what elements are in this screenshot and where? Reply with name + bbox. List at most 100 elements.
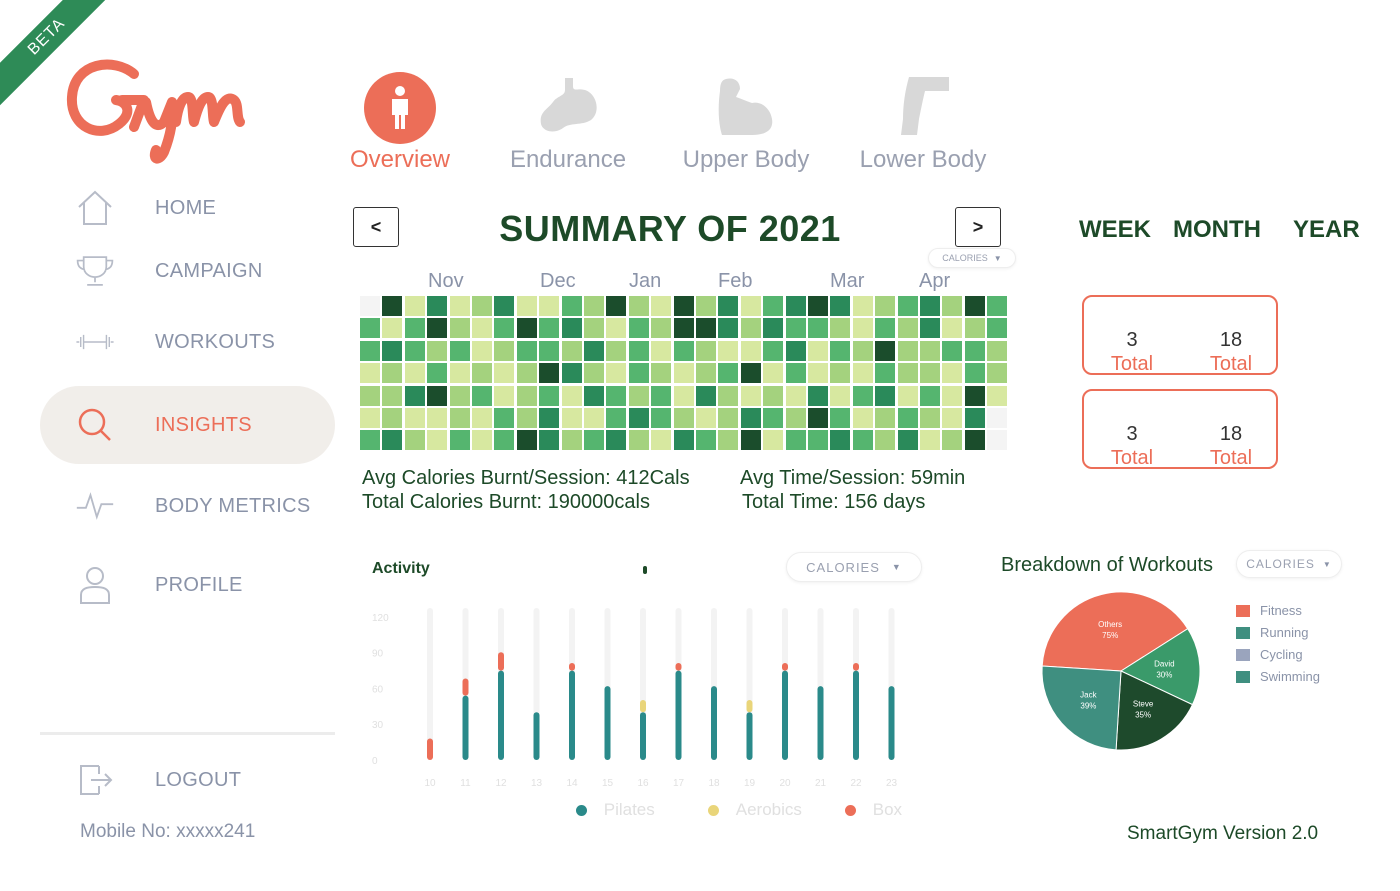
heatmap-cell[interactable]	[875, 296, 896, 316]
period-week[interactable]: WEEK	[1079, 216, 1151, 243]
heatmap-cell[interactable]	[763, 340, 784, 361]
heatmap-cell[interactable]	[785, 363, 806, 384]
heatmap-cell[interactable]	[718, 296, 739, 316]
heatmap-cell[interactable]	[651, 318, 672, 339]
heatmap-cell[interactable]	[808, 408, 828, 428]
heatmap-cell[interactable]	[427, 408, 448, 428]
heatmap-cell[interactable]	[942, 363, 963, 384]
tab-overview[interactable]: Overview	[310, 72, 490, 182]
heatmap-cell[interactable]	[808, 318, 828, 339]
heatmap-cell[interactable]	[561, 385, 582, 406]
heatmap-cell[interactable]	[987, 430, 1008, 451]
heatmap-cell[interactable]	[718, 340, 739, 361]
heatmap-cell[interactable]	[360, 318, 380, 339]
heatmap-cell[interactable]	[964, 296, 985, 316]
heatmap-cell[interactable]	[740, 296, 761, 316]
heatmap-cell[interactable]	[404, 363, 425, 384]
heatmap-cell[interactable]	[942, 340, 963, 361]
heatmap-cell[interactable]	[404, 385, 425, 406]
heatmap-cell[interactable]	[539, 296, 560, 316]
heatmap-cell[interactable]	[561, 363, 582, 384]
heatmap-cell[interactable]	[360, 408, 380, 428]
heatmap-cell[interactable]	[606, 363, 627, 384]
heatmap-cell[interactable]	[449, 408, 470, 428]
heatmap-cell[interactable]	[897, 385, 918, 406]
heatmap-cell[interactable]	[920, 296, 940, 316]
heatmap-cell[interactable]	[964, 318, 985, 339]
heatmap-cell[interactable]	[808, 363, 828, 384]
heatmap-cell[interactable]	[494, 363, 515, 384]
heatmap-cell[interactable]	[740, 385, 761, 406]
heatmap-cell[interactable]	[360, 430, 380, 451]
heatmap-cell[interactable]	[404, 430, 425, 451]
heatmap-cell[interactable]	[718, 318, 739, 339]
heatmap-cell[interactable]	[382, 408, 403, 428]
heatmap-cell[interactable]	[584, 296, 604, 316]
heatmap-cell[interactable]	[584, 430, 604, 451]
heatmap-cell[interactable]	[539, 385, 560, 406]
heatmap-cell[interactable]	[628, 340, 649, 361]
heatmap-cell[interactable]	[987, 385, 1008, 406]
heatmap-cell[interactable]	[763, 385, 784, 406]
heatmap-cell[interactable]	[472, 340, 492, 361]
heatmap-cell[interactable]	[651, 340, 672, 361]
heatmap-cell[interactable]	[830, 318, 851, 339]
heatmap-cell[interactable]	[920, 318, 940, 339]
calories-dropdown-breakdown[interactable]: CALORIES ▼	[1236, 550, 1342, 578]
heatmap-cell[interactable]	[427, 363, 448, 384]
heatmap-cell[interactable]	[897, 340, 918, 361]
heatmap-cell[interactable]	[516, 363, 537, 384]
heatmap-cell[interactable]	[740, 430, 761, 451]
heatmap-cell[interactable]	[539, 430, 560, 451]
heatmap-cell[interactable]	[449, 318, 470, 339]
heatmap-cell[interactable]	[942, 430, 963, 451]
heatmap-cell[interactable]	[785, 318, 806, 339]
heatmap-cell[interactable]	[516, 340, 537, 361]
heatmap-cell[interactable]	[763, 296, 784, 316]
heatmap-cell[interactable]	[382, 296, 403, 316]
heatmap-cell[interactable]	[696, 340, 716, 361]
heatmap-cell[interactable]	[987, 296, 1008, 316]
heatmap-cell[interactable]	[808, 430, 828, 451]
heatmap-cell[interactable]	[404, 408, 425, 428]
heatmap-cell[interactable]	[808, 340, 828, 361]
logout-button[interactable]: LOGOUT	[40, 750, 335, 810]
heatmap-cell[interactable]	[360, 363, 380, 384]
heatmap-cell[interactable]	[516, 385, 537, 406]
period-year[interactable]: YEAR	[1293, 216, 1360, 243]
heatmap-cell[interactable]	[561, 340, 582, 361]
heatmap-cell[interactable]	[472, 385, 492, 406]
heatmap-cell[interactable]	[740, 408, 761, 428]
heatmap-cell[interactable]	[852, 385, 873, 406]
heatmap-cell[interactable]	[628, 363, 649, 384]
heatmap-cell[interactable]	[964, 363, 985, 384]
heatmap-cell[interactable]	[740, 318, 761, 339]
heatmap-cell[interactable]	[875, 340, 896, 361]
heatmap-cell[interactable]	[875, 363, 896, 384]
heatmap-cell[interactable]	[404, 340, 425, 361]
heatmap-cell[interactable]	[539, 363, 560, 384]
heatmap-cell[interactable]	[651, 408, 672, 428]
heatmap-cell[interactable]	[897, 408, 918, 428]
heatmap-cell[interactable]	[516, 408, 537, 428]
heatmap-cell[interactable]	[964, 430, 985, 451]
heatmap-cell[interactable]	[449, 385, 470, 406]
heatmap-cell[interactable]	[785, 385, 806, 406]
sidebar-item-workouts[interactable]: WORKOUTS	[40, 312, 335, 372]
heatmap-cell[interactable]	[673, 430, 694, 451]
heatmap-cell[interactable]	[539, 318, 560, 339]
heatmap-cell[interactable]	[987, 363, 1008, 384]
heatmap-cell[interactable]	[472, 430, 492, 451]
prev-button[interactable]: <	[353, 207, 399, 247]
heatmap-cell[interactable]	[449, 363, 470, 384]
heatmap-cell[interactable]	[472, 318, 492, 339]
heatmap-cell[interactable]	[673, 340, 694, 361]
period-month[interactable]: MONTH	[1173, 216, 1261, 243]
heatmap-cell[interactable]	[360, 385, 380, 406]
heatmap-cell[interactable]	[494, 296, 515, 316]
heatmap-cell[interactable]	[382, 363, 403, 384]
heatmap-cell[interactable]	[897, 363, 918, 384]
heatmap-cell[interactable]	[785, 296, 806, 316]
heatmap-cell[interactable]	[897, 296, 918, 316]
heatmap-cell[interactable]	[987, 408, 1008, 428]
